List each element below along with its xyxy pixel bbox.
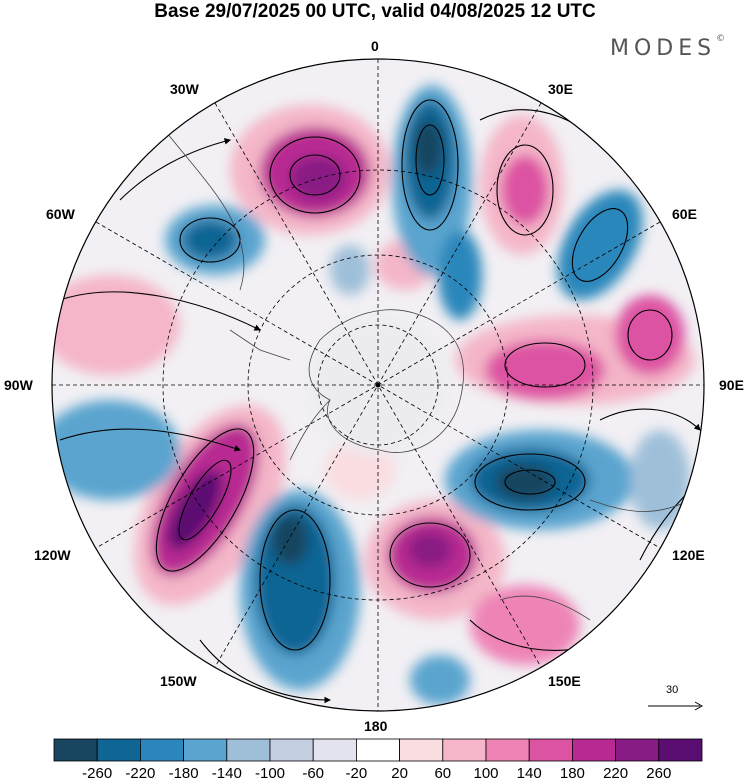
lon-label-120w: 120W [34,547,71,563]
colorbar-swatch [615,738,660,762]
colorbar-tick-label: 20 [391,765,408,782]
colorbar-swatch [399,738,444,762]
colorbar-swatch [183,738,228,762]
colorbar-swatch [139,738,184,762]
brand-mark: © [716,34,726,44]
colorbar-tick-label: 180 [559,765,585,782]
lon-label-150w: 150W [160,673,197,689]
brand-name: MODES [610,36,717,61]
colorbar [53,738,703,762]
colorbar-swatch [226,738,271,762]
lon-label-0: 0 [371,38,379,54]
lon-label-30e: 30E [548,81,573,97]
colorbar-tick-label: 60 [434,765,452,782]
colorbar-swatch [355,738,400,762]
colorbar-swatch [485,738,530,762]
colorbar-tick-label: 140 [516,765,542,782]
colorbar-tick-label: -60 [302,765,325,782]
lon-label-120e: 120E [672,547,705,563]
lon-label-60e: 60E [672,206,697,222]
colorbar-tick-label: 100 [473,765,499,782]
colorbar-swatch [269,738,314,762]
colorbar-swatch [572,738,617,762]
colorbar-tick-label: -140 [211,765,242,782]
map-title: Base 29/07/2025 00 UTC, valid 04/08/2025… [154,1,596,22]
colorbar-swatch [442,738,487,762]
colorbar-swatch [53,738,98,762]
colorbar-tick-label: -100 [254,765,286,782]
lon-label-90w: 90W [4,377,33,393]
colorbar-tick-label: -220 [125,765,156,782]
map-border [51,58,705,712]
colorbar-tick-label: 260 [646,765,672,782]
coastlines [149,109,691,621]
anomaly-field [52,59,704,711]
colorbar-swatch [96,738,141,762]
reference-vector-label: 30 [666,684,679,696]
colorbar-tick-label: 220 [603,765,629,782]
colorbar-swatch [312,738,357,762]
brand-logo: MODES© [610,34,726,61]
colorbar-tick-label: -260 [82,765,113,782]
reference-vector-arrow [648,701,704,711]
lon-label-90e: 90E [719,377,744,393]
colorbar-swatch [528,738,573,762]
lon-label-60w: 60W [46,206,75,222]
colorbar-tick-label: -20 [345,765,368,782]
lon-label-30w: 30W [170,81,199,97]
lon-label-150e: 150E [548,673,581,689]
colorbar-swatch [658,738,703,762]
colorbar-tick-label: -180 [168,765,199,782]
lon-label-180: 180 [364,718,388,734]
